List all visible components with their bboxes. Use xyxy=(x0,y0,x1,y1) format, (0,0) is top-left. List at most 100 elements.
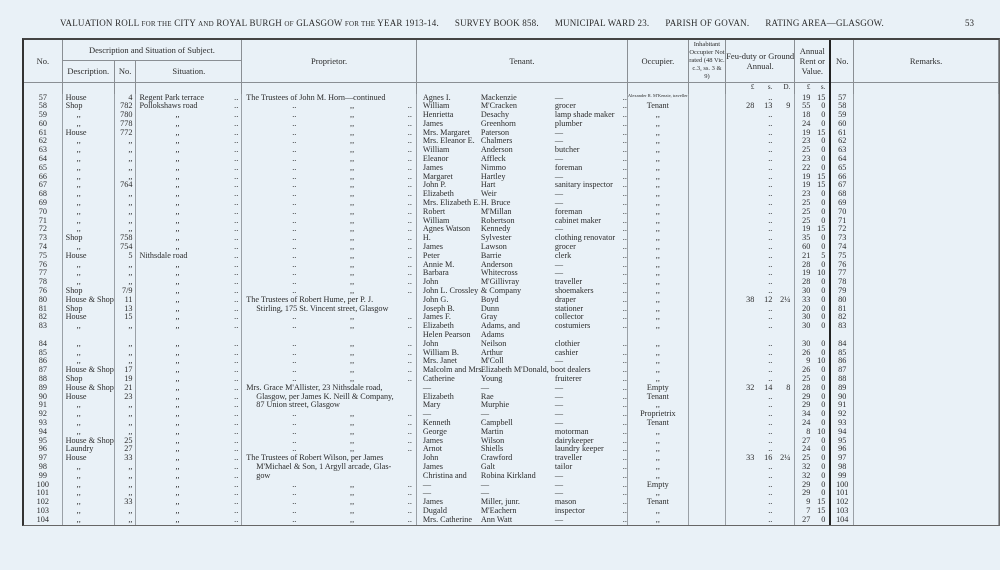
leader-dots: .. xyxy=(622,479,627,489)
annual-shillings: 0 xyxy=(821,215,826,225)
feu-pounds xyxy=(736,164,754,173)
feu-duty: .. xyxy=(726,198,794,208)
feu-pence xyxy=(772,137,790,146)
table-row: 72,,,,,,....,,.. Agnes Watson Kennedy —..,,… xyxy=(24,224,999,235)
remarks-cell xyxy=(853,322,999,332)
number-cell: 7/9 xyxy=(114,286,137,296)
leader-dots: .. xyxy=(292,312,297,322)
header-description: Description. xyxy=(62,60,115,83)
feu-shillings: .. xyxy=(768,417,773,427)
table-row: 93,,,,,,....,,.. Kenneth Campbell —.. Tenant… xyxy=(24,417,999,428)
occupier-cell: ,, xyxy=(627,207,689,217)
remarks-cell xyxy=(853,436,999,446)
situation: ,,.. xyxy=(136,137,241,146)
feu-duty: .. xyxy=(726,163,794,173)
annual-value: 29 0 xyxy=(795,480,829,490)
leader-dots: .. xyxy=(234,250,239,260)
table-row: 89 House & Shop 21,,.. Mrs. Grace M'Alliste… xyxy=(24,383,999,393)
proprietor-cell: ..,,.. xyxy=(241,268,417,279)
annual-pounds: 7 xyxy=(806,505,811,515)
annual-value: 24 0 xyxy=(795,445,829,454)
tenant-occupation: — xyxy=(554,356,564,366)
annual-pounds: 32 xyxy=(802,461,811,471)
annual-shillings: 15 xyxy=(817,180,826,190)
situation-cell: ,,.. xyxy=(135,145,243,156)
proprietor: ..,,.. xyxy=(242,154,416,164)
feu-pounds xyxy=(736,111,754,120)
situation: ,,.. xyxy=(136,321,241,331)
tenant: Agnes Watson Kennedy —.. xyxy=(417,225,627,234)
remarks-cell xyxy=(853,392,999,402)
feu-duty-cell: 33 16 2¼ xyxy=(725,453,796,463)
feu-duty-cell: .. xyxy=(725,489,796,499)
tenant: John Crawford traveller.. xyxy=(417,453,627,463)
situation-cell: ,,.. xyxy=(135,233,243,244)
description: ,, xyxy=(76,118,81,128)
annual-pounds: 18 xyxy=(802,110,811,120)
situation: ,,.. xyxy=(136,154,241,164)
leader-dots: .. xyxy=(234,505,239,515)
annual-value-cell: 29 0 xyxy=(794,401,832,411)
leader-dots: .. xyxy=(234,461,239,471)
proprietor: ..,,.. xyxy=(242,418,416,428)
inhabitant-cell xyxy=(688,295,727,305)
description-cell: Shop xyxy=(62,374,115,384)
situation: ,,.. xyxy=(136,242,241,252)
leader-dots: .. xyxy=(407,488,412,498)
tenant-first-name: Robert xyxy=(422,206,446,216)
feu-shillings: .. xyxy=(768,224,773,234)
tenant: Mary Murphie —.. xyxy=(417,401,627,410)
feu-duty-cell: .. xyxy=(725,286,796,296)
description: House xyxy=(65,312,87,322)
occupier: ,, xyxy=(655,514,660,524)
annual-pounds: 28 xyxy=(802,277,811,287)
leader-dots: .. xyxy=(292,268,297,278)
feu-duty-cell: .. xyxy=(725,189,796,200)
leader-dots: .. xyxy=(234,224,239,234)
occupier-cell: ,, xyxy=(627,313,689,323)
description-cell: ,, xyxy=(62,110,115,120)
situation-cell: ,,.. xyxy=(135,163,243,173)
tenant-surname: — xyxy=(480,479,490,489)
remarks-cell xyxy=(853,190,999,200)
occupier: ,, xyxy=(655,180,660,190)
feu-duty: .. xyxy=(726,462,794,472)
table-row: 102,, 33,,....,,.. James Miller, junr. mason… xyxy=(24,497,999,507)
situation: ,,.. xyxy=(136,453,241,463)
feu-pence xyxy=(772,463,790,472)
header-no: No. xyxy=(24,40,63,83)
situation-text: ,, xyxy=(175,286,180,296)
feu-shillings: .. xyxy=(768,426,773,436)
leader-dots: .. xyxy=(292,426,297,436)
row-number-right: 67 xyxy=(830,181,855,191)
description-cell: Shop xyxy=(62,286,115,296)
leader-dots: .. xyxy=(407,497,412,507)
annual-value-cell: 28 0 xyxy=(794,277,832,288)
tenant-cell: Helen Pearson Adams xyxy=(416,330,628,340)
tenant: Annie M. Anderson —.. xyxy=(417,260,627,270)
table-row: 66,,,,,,....,,.. Margaret Hartley —..,,.. 19… xyxy=(24,171,999,182)
tenant-first-name: Helen Pearson xyxy=(422,330,471,340)
situation-cell: ,,.. xyxy=(135,505,243,516)
leader-dots: .. xyxy=(407,479,412,489)
row-number: 78 xyxy=(24,277,63,288)
tenant: William Anderson butcher.. xyxy=(417,145,627,155)
row-number: 97 xyxy=(24,453,63,463)
feu-pounds xyxy=(736,199,754,208)
leader-dots: .. xyxy=(407,162,412,172)
tenant-first-name: Henrietta xyxy=(422,110,454,120)
feu-shillings: .. xyxy=(768,391,773,401)
annual-value: 30 0 xyxy=(795,313,829,322)
tenant-first-name: George xyxy=(422,426,447,436)
feu-duty: .. xyxy=(726,365,794,375)
proprietor: ..,,.. xyxy=(242,436,416,446)
proprietor: ..,,.. xyxy=(242,242,416,252)
table-row: 70,,,,,,....,,.. Robert M'Millan foreman..,… xyxy=(24,206,999,217)
inhabitant-cell xyxy=(688,190,727,200)
leader-dots: .. xyxy=(234,189,239,199)
feu-duty: .. xyxy=(726,401,794,410)
leader-dots: .. xyxy=(292,171,297,181)
occupier-cell: ,, xyxy=(627,277,689,288)
proprietor-cell: ..,,.. xyxy=(241,225,417,235)
remarks-cell xyxy=(853,93,999,103)
